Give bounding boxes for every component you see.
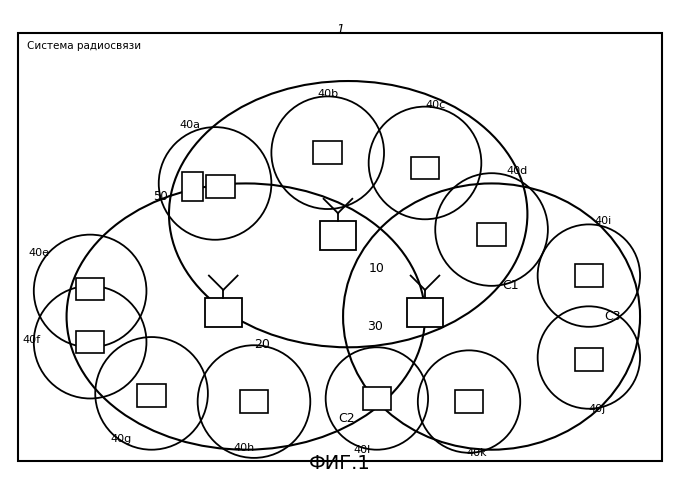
Text: 40k: 40k [466,448,487,458]
Text: 40b: 40b [318,90,339,100]
Text: 40d: 40d [507,166,528,176]
Bar [206,175,235,198]
Text: 40i: 40i [594,216,611,226]
Text: 40h: 40h [233,442,255,452]
Text: 40f: 40f [22,335,41,345]
Text: C2: C2 [338,412,354,426]
Text: 50: 50 [154,190,169,203]
Bar [239,390,269,413]
Bar [75,331,105,353]
Text: 20: 20 [254,338,270,350]
Text: ФИГ.1: ФИГ.1 [309,454,371,473]
Text: 30: 30 [367,320,383,334]
Bar [455,390,483,413]
Bar [575,264,603,287]
Text: Система радиосвязи: Система радиосвязи [27,41,141,51]
Bar [411,157,439,180]
Text: 40l: 40l [354,444,371,454]
Bar [182,172,203,201]
Text: 40a: 40a [180,120,200,130]
Text: C1: C1 [502,280,518,292]
Text: 1: 1 [336,22,344,36]
Text: 40j: 40j [589,404,606,413]
Bar [75,278,105,300]
Bar [575,348,603,371]
Text: 40g: 40g [111,434,132,444]
Bar [407,298,443,327]
Text: 10: 10 [369,262,385,275]
Bar [477,224,506,246]
Text: C3: C3 [605,310,621,323]
Text: 40e: 40e [29,248,50,258]
Text: 40c: 40c [425,100,445,110]
Bar [313,142,342,164]
Bar [362,387,391,410]
Bar [205,298,241,327]
Bar [320,222,356,250]
Bar [137,384,166,406]
